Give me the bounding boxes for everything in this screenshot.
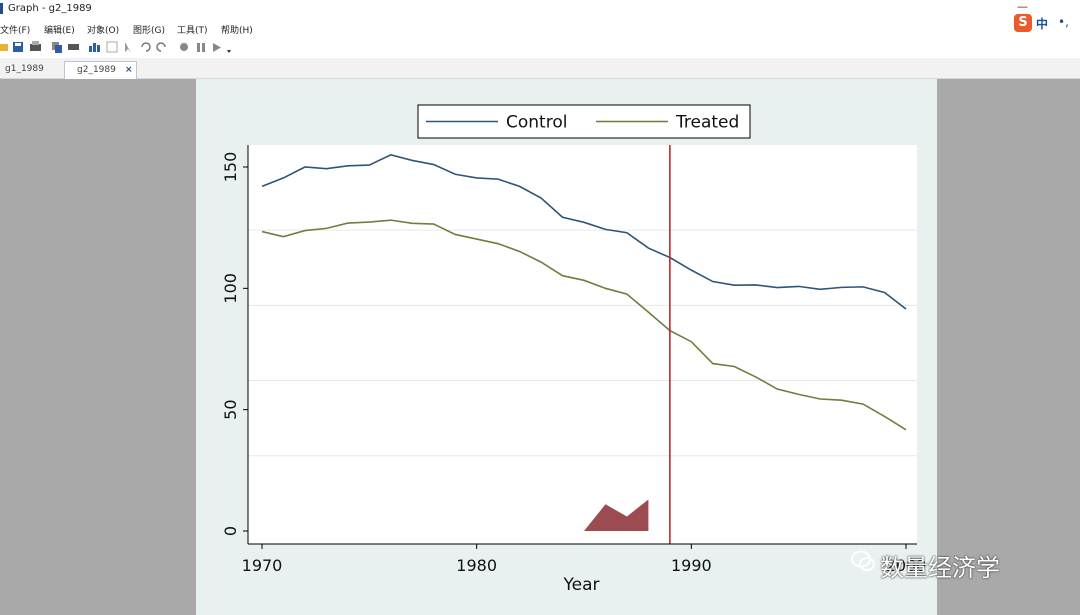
menu-bar: 文件(F) 编辑(E) 对象(O) 图形(G) 工具(T) 帮助(H)	[0, 18, 1080, 38]
pause-icon[interactable]	[197, 43, 205, 52]
plot-background	[248, 145, 917, 544]
menu-object[interactable]: 对象(O)	[87, 26, 120, 36]
window-title: Graph - g2_1989	[8, 3, 92, 14]
tab-g1-1989[interactable]: g1_1989	[0, 61, 62, 78]
x-tick-label: 1990	[671, 556, 712, 575]
menu-tools[interactable]: 工具(T)	[177, 26, 208, 36]
record-icon[interactable]	[180, 43, 188, 51]
sogou-logo-icon: S	[1014, 14, 1032, 32]
rename-icon[interactable]	[68, 44, 79, 50]
wechat-icon	[851, 550, 875, 571]
y-tick-label: 50	[221, 399, 240, 419]
tab-close-icon[interactable]: ×	[125, 65, 133, 75]
save-icon[interactable]	[13, 42, 23, 52]
x-tick-label: 1970	[242, 556, 283, 575]
graph-canvas: 0 50 100 150 1970 1980 1990 2000 Year Control Trea…	[196, 79, 937, 615]
data-icon[interactable]	[106, 41, 118, 53]
y-tick-label: 150	[221, 152, 240, 183]
print-icon[interactable]	[30, 41, 41, 51]
tab-label: g1_1989	[5, 64, 44, 74]
series-line-treated	[261, 219, 907, 431]
legend-label-control: Control	[506, 113, 567, 133]
ime-language: 中	[1036, 17, 1049, 31]
menu-file[interactable]: 文件(F)	[0, 26, 31, 36]
toolbar-icons	[0, 41, 231, 53]
y-tick-label: 100	[221, 273, 240, 304]
ime-indicator[interactable]: S 中 •,	[1010, 12, 1080, 38]
title-bar: Graph - g2_1989 —	[0, 0, 1080, 18]
copy-icon[interactable]	[52, 42, 62, 53]
x-tick-label: 2000	[886, 556, 927, 575]
tab-g2-1989[interactable]: g2_1989 ×	[64, 61, 137, 79]
undo-icon[interactable]	[141, 42, 151, 52]
menu-help[interactable]: 帮助(H)	[221, 26, 253, 36]
treatment-hump	[584, 499, 649, 531]
menu-graphics[interactable]: 图形(G)	[133, 26, 165, 36]
minimize-button[interactable]: —	[1017, 0, 1028, 13]
menu-edit[interactable]: 编辑(E)	[44, 26, 75, 36]
pointer-icon[interactable]	[125, 42, 131, 53]
tab-bar: g1_1989 g2_1989 ×	[0, 58, 1080, 79]
app-icon	[0, 3, 3, 14]
redo-icon[interactable]	[156, 42, 166, 52]
graph-editor-icon[interactable]	[89, 43, 100, 52]
ime-punctuation: •,	[1058, 15, 1069, 29]
line-chart: 0 50 100 150 1970 1980 1990 2000 Year Control Trea…	[221, 104, 927, 595]
y-tick-label: 0	[221, 526, 240, 536]
x-tick-label: 1980	[456, 556, 497, 575]
x-axis-label: Year	[563, 575, 600, 595]
tab-label: g2_1989	[77, 65, 116, 75]
watermark-text: 数量经济学	[880, 554, 1000, 582]
play-icon[interactable]	[213, 43, 231, 53]
series-line-control	[261, 154, 907, 310]
open-icon[interactable]	[0, 44, 8, 51]
toolbar	[0, 38, 1080, 58]
legend-label-treated: Treated	[675, 113, 739, 133]
